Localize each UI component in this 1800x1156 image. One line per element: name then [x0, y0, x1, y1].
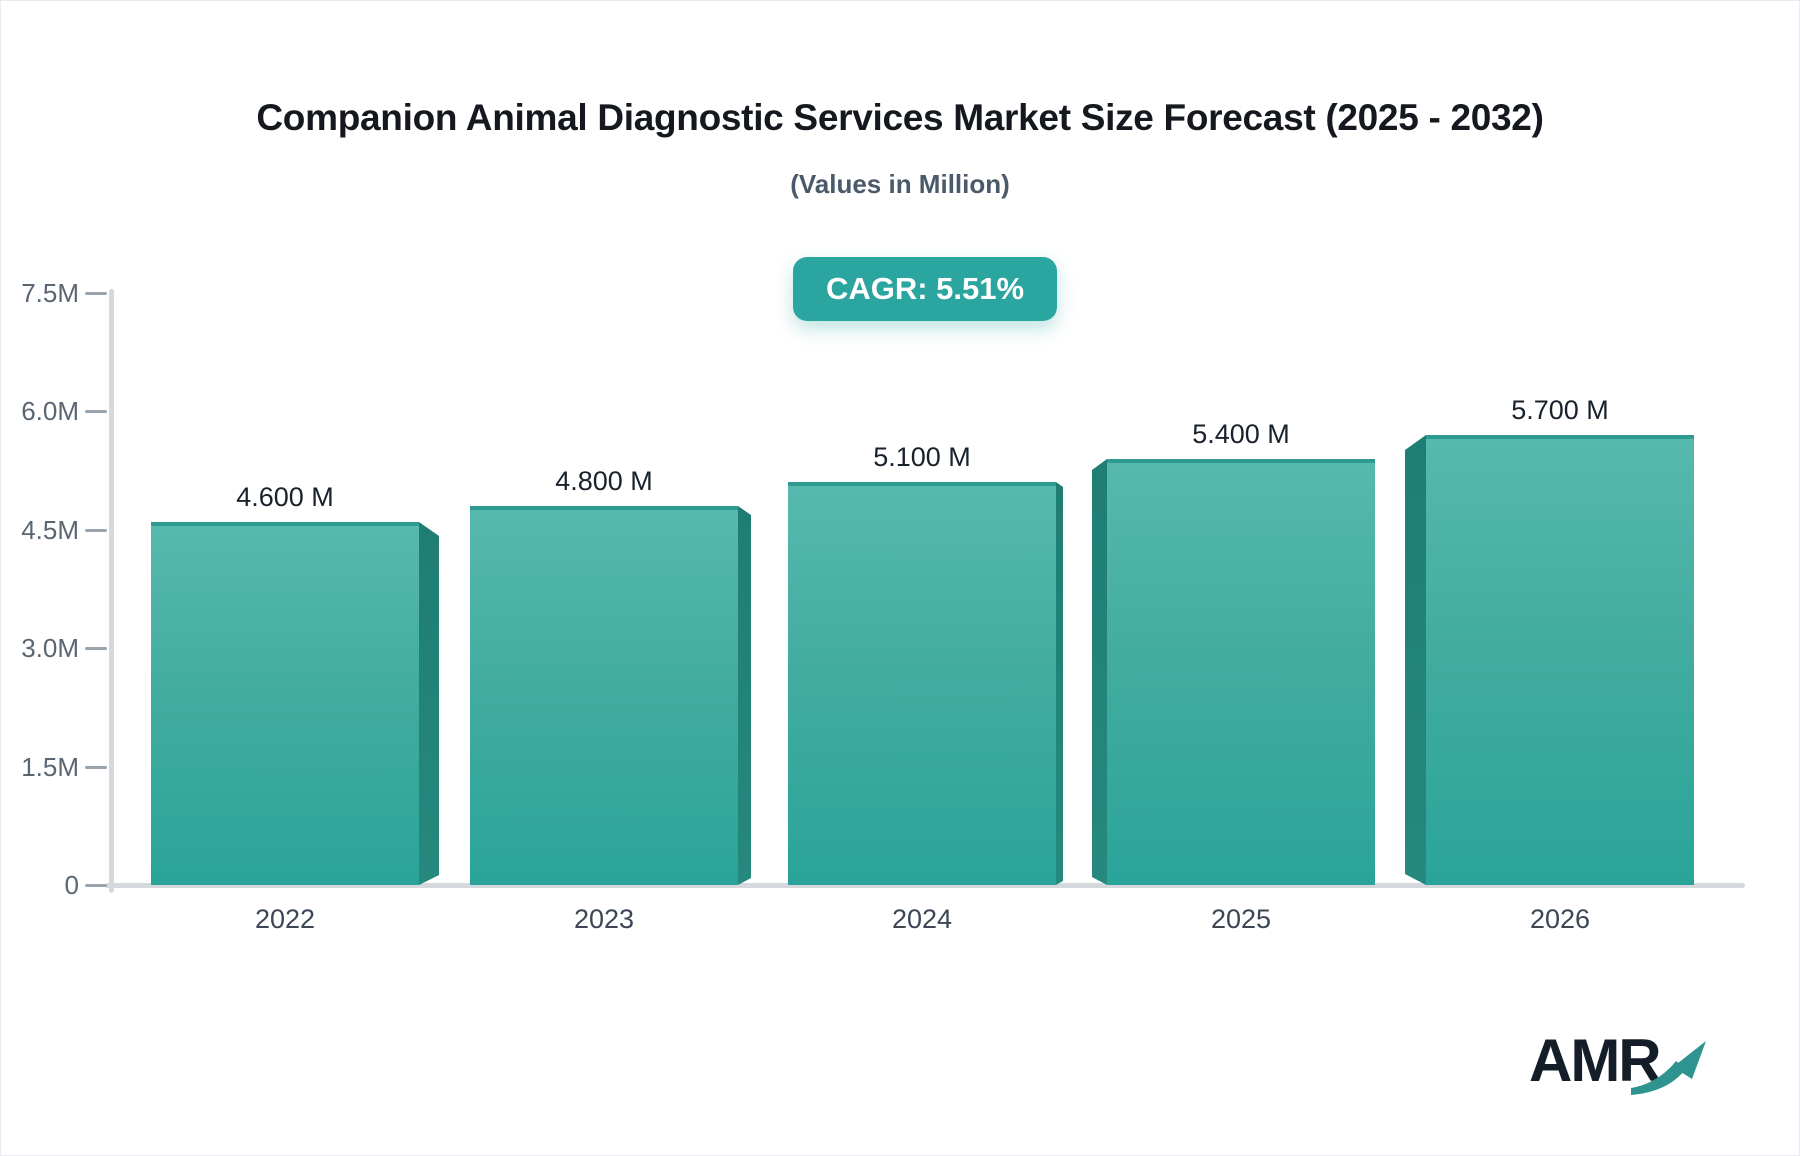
bar-value-label: 5.100 M [873, 442, 971, 472]
bar-2024 [788, 482, 1056, 885]
y-axis-tick-label: 3.0M [21, 633, 79, 664]
y-axis-tick-mark [85, 765, 107, 769]
bar-value-label: 5.700 M [1511, 395, 1609, 425]
bar-3d-side [1092, 459, 1107, 885]
chart-title: Companion Animal Diagnostic Services Mar… [256, 97, 1544, 138]
bar-2023 [470, 506, 738, 885]
y-axis-line [109, 289, 114, 893]
bar-2025 [1107, 459, 1375, 885]
x-axis-label-2022: 2022 [254, 904, 316, 934]
y-axis-tick-mark [85, 528, 107, 532]
amr-logo: AMR [1529, 1023, 1719, 1118]
y-axis-tick-mark [85, 884, 107, 887]
x-axis-line [105, 883, 1745, 888]
x-axis-label-2026: 2026 [1529, 904, 1591, 934]
y-axis-tick-mark [85, 410, 107, 414]
bar-value-label: 4.800 M [555, 466, 653, 496]
y-axis-tick-label: 1.5M [21, 751, 79, 782]
x-axis-label-2025: 2025 [1210, 904, 1272, 934]
y-axis-tick-mark [85, 292, 107, 295]
x-axis-label-2024: 2024 [891, 904, 953, 934]
bar-3d-side [1056, 482, 1063, 885]
y-axis-tick-label: 0 [64, 870, 79, 900]
amr-logo-text: AMR [1529, 1027, 1662, 1094]
bar-2026 [1426, 435, 1694, 885]
bar-2022 [151, 522, 419, 885]
y-axis-tick-label: 6.0M [21, 396, 79, 427]
bar-value-label: 4.600 M [236, 482, 334, 512]
bar-3d-side [1405, 435, 1426, 885]
cagr-badge: CAGR: 5.51% [793, 257, 1057, 321]
bar-value-label: 5.400 M [1192, 419, 1290, 449]
bar-3d-side [419, 522, 439, 885]
y-axis-tick-label: 7.5M [21, 278, 79, 308]
y-axis-tick-label: 4.5M [21, 514, 79, 545]
growth-arrow-icon [1631, 1041, 1706, 1095]
y-axis-tick-mark [85, 647, 107, 651]
cagr-badge-label: CAGR: 5.51% [825, 271, 1025, 306]
chart-subtitle: (Values in Million) [790, 169, 1010, 199]
x-axis-label-2023: 2023 [573, 904, 635, 934]
bar-3d-side [738, 506, 751, 885]
